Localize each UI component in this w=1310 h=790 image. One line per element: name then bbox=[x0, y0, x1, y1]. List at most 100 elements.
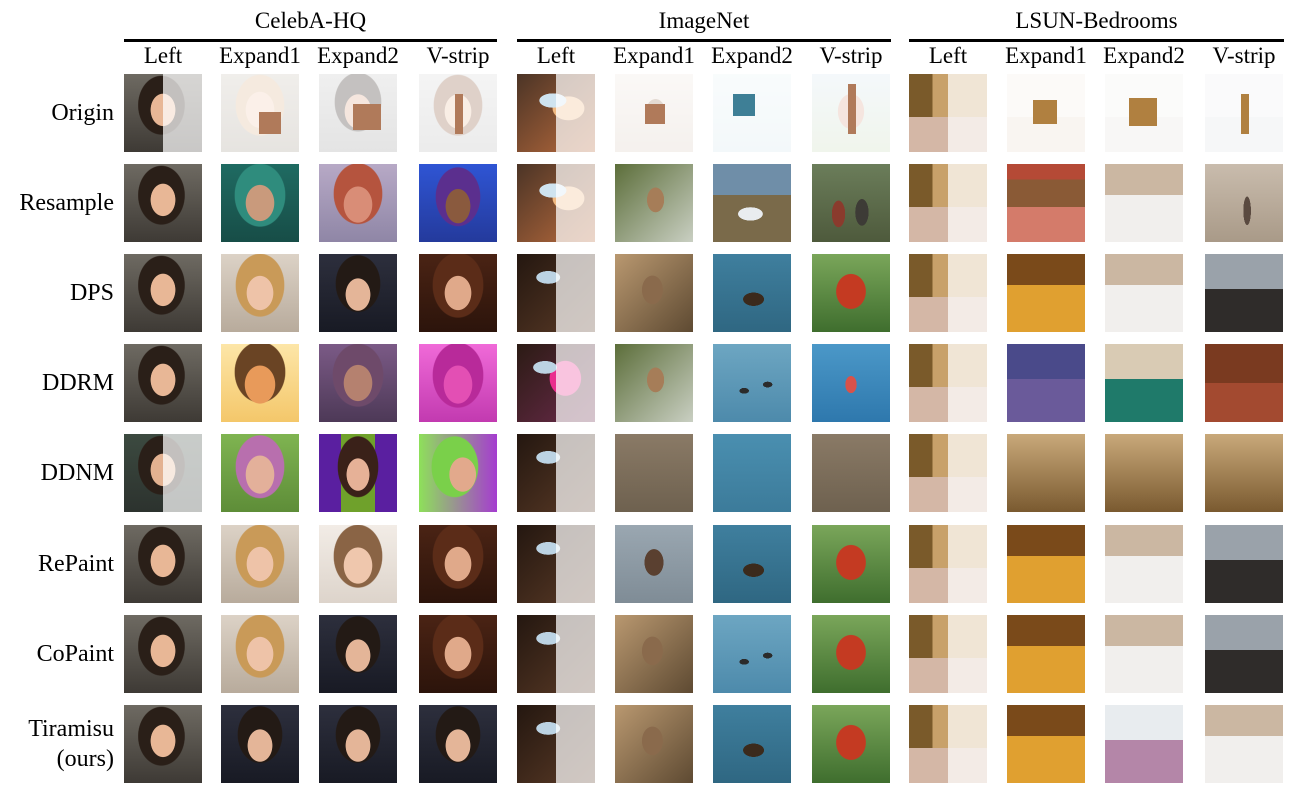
result-image bbox=[319, 525, 397, 603]
mask-type-label: Expand1 bbox=[219, 43, 301, 68]
result-image bbox=[909, 705, 987, 783]
mask-type-label: V-strip bbox=[426, 43, 490, 68]
result-image bbox=[1205, 705, 1283, 783]
result-image bbox=[124, 254, 202, 332]
mask-type-label: Expand1 bbox=[613, 43, 695, 68]
result-image bbox=[124, 344, 202, 422]
visible-region bbox=[848, 84, 856, 134]
result-image bbox=[1007, 254, 1085, 332]
result-image bbox=[517, 434, 595, 512]
result-image bbox=[124, 434, 202, 512]
masked-region bbox=[948, 344, 987, 422]
result-image bbox=[419, 705, 497, 783]
result-image bbox=[319, 434, 397, 512]
result-image bbox=[1105, 74, 1183, 152]
result-image bbox=[221, 164, 299, 242]
result-image bbox=[615, 254, 693, 332]
result-image bbox=[319, 254, 397, 332]
result-image bbox=[1205, 344, 1283, 422]
mask-type-label: Expand2 bbox=[1103, 43, 1185, 68]
method-label: Resample bbox=[19, 190, 114, 216]
visible-region bbox=[455, 94, 463, 134]
result-image bbox=[615, 525, 693, 603]
result-image bbox=[909, 344, 987, 422]
result-image bbox=[1105, 434, 1183, 512]
method-label: CoPaint bbox=[36, 641, 114, 667]
result-image bbox=[517, 74, 595, 152]
result-image bbox=[615, 164, 693, 242]
masked-region bbox=[163, 74, 202, 152]
visible-region bbox=[353, 104, 381, 130]
result-image bbox=[221, 615, 299, 693]
result-image bbox=[221, 344, 299, 422]
masked-region bbox=[163, 434, 202, 512]
result-image bbox=[615, 74, 693, 152]
dataset-underline bbox=[909, 39, 1284, 42]
mask-type-label: Expand2 bbox=[711, 43, 793, 68]
result-image bbox=[319, 344, 397, 422]
result-image bbox=[419, 525, 497, 603]
masked-region bbox=[948, 525, 987, 603]
result-image bbox=[1007, 705, 1085, 783]
method-label: Tiramisu (ours) bbox=[28, 716, 114, 772]
result-image bbox=[124, 74, 202, 152]
masked-region bbox=[948, 74, 987, 152]
result-image bbox=[909, 164, 987, 242]
masked-region bbox=[556, 705, 595, 783]
result-image bbox=[419, 434, 497, 512]
result-image bbox=[221, 434, 299, 512]
result-image bbox=[1105, 254, 1183, 332]
result-image bbox=[124, 615, 202, 693]
mask-type-label: V-strip bbox=[819, 43, 883, 68]
mask-type-label: Expand1 bbox=[1005, 43, 1087, 68]
result-image bbox=[1205, 434, 1283, 512]
result-image bbox=[1007, 525, 1085, 603]
dataset-underline bbox=[517, 39, 891, 42]
result-image bbox=[517, 615, 595, 693]
masked-region bbox=[556, 74, 595, 152]
visible-region bbox=[1241, 94, 1249, 134]
result-image bbox=[124, 705, 202, 783]
method-label: DDRM bbox=[41, 370, 114, 396]
mask-type-label: V-strip bbox=[1212, 43, 1276, 68]
result-image bbox=[221, 705, 299, 783]
dataset-underline bbox=[124, 39, 497, 42]
result-image bbox=[713, 434, 791, 512]
result-image bbox=[713, 164, 791, 242]
result-image bbox=[812, 434, 890, 512]
result-image bbox=[812, 254, 890, 332]
result-image bbox=[615, 705, 693, 783]
result-image bbox=[221, 254, 299, 332]
result-image bbox=[713, 615, 791, 693]
masked-region bbox=[556, 164, 595, 242]
result-image bbox=[1105, 164, 1183, 242]
result-image bbox=[713, 74, 791, 152]
result-image bbox=[909, 525, 987, 603]
result-image bbox=[615, 344, 693, 422]
visible-region bbox=[733, 94, 755, 116]
masked-region bbox=[948, 615, 987, 693]
result-image bbox=[1105, 344, 1183, 422]
result-image bbox=[1007, 164, 1085, 242]
result-image bbox=[615, 434, 693, 512]
mask-type-label: Left bbox=[928, 43, 968, 68]
result-image bbox=[812, 164, 890, 242]
dataset-title: ImageNet bbox=[658, 8, 750, 33]
result-image bbox=[1007, 74, 1085, 152]
result-image bbox=[615, 615, 693, 693]
result-image bbox=[517, 525, 595, 603]
result-image bbox=[124, 164, 202, 242]
visible-region bbox=[1129, 98, 1157, 126]
mask-type-label: Left bbox=[143, 43, 183, 68]
result-image bbox=[909, 434, 987, 512]
mask-type-label: Expand2 bbox=[317, 43, 399, 68]
result-image bbox=[713, 344, 791, 422]
result-image bbox=[419, 74, 497, 152]
result-image bbox=[812, 615, 890, 693]
result-image bbox=[1007, 615, 1085, 693]
result-image bbox=[1105, 615, 1183, 693]
result-image bbox=[1105, 705, 1183, 783]
result-image bbox=[1007, 344, 1085, 422]
result-image bbox=[419, 164, 497, 242]
dataset-title: LSUN-Bedrooms bbox=[1015, 8, 1178, 33]
